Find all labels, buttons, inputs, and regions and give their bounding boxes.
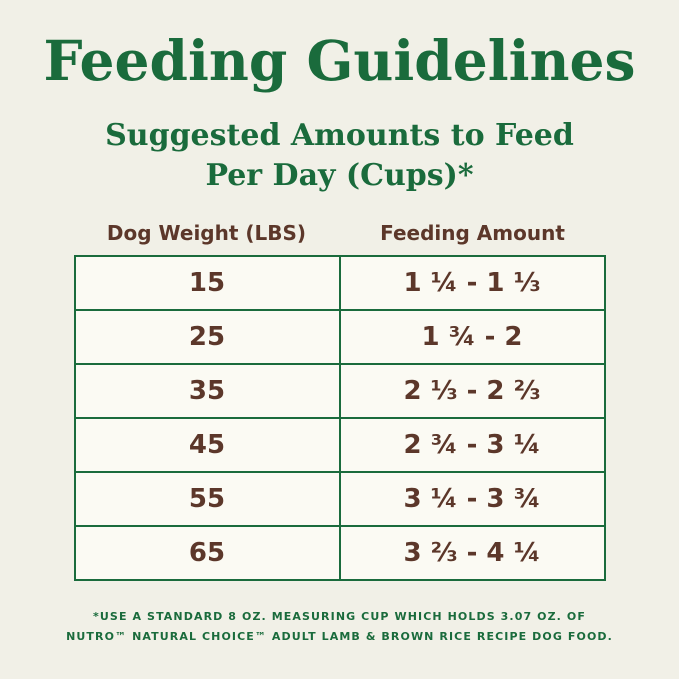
table-body: 15 1 ¼ - 1 ⅓ 25 1 ¾ - 2 35 2 ⅓ - 2 ⅔ 45 …	[73, 254, 606, 581]
table-cell-amount: 2 ¾ - 3 ¼	[403, 429, 541, 460]
table-cell-weight: 55	[76, 472, 341, 525]
feeding-table: Dog Weight (LBS) Feeding Amount 15 1 ¼ -…	[73, 221, 606, 581]
column-header-dog-weight: Dog Weight (LBS)	[106, 220, 307, 245]
subtitle-line-1: Suggested Amounts to Feed	[105, 117, 574, 153]
table-cell-amount: 1 ¾ - 2	[421, 321, 523, 352]
table-cell-amount: 2 ⅓ - 2 ⅔	[403, 375, 541, 406]
table-cell-weight: 45	[76, 418, 341, 471]
footnote-line-2: NUTRO™ NATURAL CHOICE™ ADULT LAMB & BROW…	[66, 629, 613, 643]
column-header-feeding-amount: Feeding Amount	[380, 220, 565, 245]
footnote-line-1: *USE A STANDARD 8 OZ. MEASURING CUP WHIC…	[93, 609, 586, 623]
table-row: 35 2 ⅓ - 2 ⅔	[75, 364, 604, 419]
table-cell-weight: 35	[76, 364, 341, 417]
table-cell-weight: 65	[76, 526, 341, 579]
table-cell-amount: 1 ¼ - 1 ⅓	[403, 267, 541, 298]
table-cell-amount: 3 ⅔ - 4 ¼	[403, 537, 541, 568]
table-row: 15 1 ¼ - 1 ⅓	[75, 256, 604, 311]
table-cell-amount: 3 ¼ - 3 ¾	[403, 483, 541, 514]
table-row: 45 2 ¾ - 3 ¼	[75, 418, 604, 473]
table-row: 65 3 ⅔ - 4 ¼	[76, 526, 604, 579]
table-cell-weight: 25	[76, 310, 341, 363]
page-subtitle: Suggested Amounts to Feed Per Day (Cups)…	[105, 116, 574, 197]
subtitle-line-2: Per Day (Cups)*	[205, 158, 474, 194]
table-cell-weight: 15	[76, 256, 341, 309]
table-header-row: Dog Weight (LBS) Feeding Amount	[74, 221, 606, 245]
table-row: 25 1 ¾ - 2	[75, 310, 604, 365]
table-row: 55 3 ¼ - 3 ¾	[75, 472, 604, 527]
footnote: *USE A STANDARD 8 OZ. MEASURING CUP WHIC…	[60, 607, 620, 647]
page-title: Feeding Guidelines	[43, 28, 636, 93]
